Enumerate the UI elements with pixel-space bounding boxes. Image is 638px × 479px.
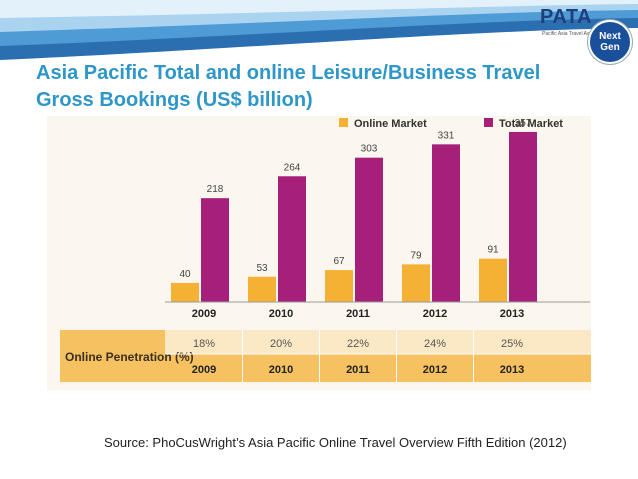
data-label-online-2013: 91 (487, 245, 499, 256)
legend-swatch-1 (484, 118, 493, 127)
pata-logo: PATA Pacific Asia Travel Association Nex… (540, 4, 632, 66)
table-value-2011: 22% (347, 338, 369, 350)
data-label-total-2010: 264 (284, 162, 301, 173)
data-label-total-2012: 331 (438, 130, 455, 141)
bar-online-2010 (248, 276, 276, 302)
table-row-label: Online Penetration (%) (65, 350, 194, 364)
bar-chart: Online Market Total Market 40 218 2009 53 264 2… (60, 118, 591, 382)
legend-swatch-0 (339, 118, 348, 127)
table-year-2009: 2009 (192, 364, 216, 376)
tick-label-2010: 2010 (269, 308, 293, 320)
table-value-2010: 20% (270, 338, 292, 350)
chart-panel: Online Market Total Market 40 218 2009 53 264 2… (47, 116, 591, 390)
bar-online-2012 (402, 264, 430, 302)
table-year-2011: 2011 (346, 364, 370, 376)
tick-label-2011: 2011 (346, 308, 370, 320)
table-year-2013: 2013 (500, 364, 524, 376)
table-value-2009: 18% (193, 338, 215, 350)
bar-total-2011 (355, 157, 383, 302)
legend-label-0: Online Market (354, 118, 427, 130)
bar-total-2013 (509, 131, 537, 302)
tick-label-2012: 2012 (423, 308, 447, 320)
table-value-row (165, 330, 591, 354)
tick-label-2013: 2013 (500, 308, 524, 320)
logo-text: PATA (540, 6, 592, 28)
data-label-online-2011: 67 (333, 256, 345, 267)
table-value-2013: 25% (501, 338, 523, 350)
bar-online-2009 (171, 282, 199, 302)
bar-total-2010 (278, 176, 306, 302)
tick-label-2009: 2009 (192, 308, 216, 320)
table-value-2012: 24% (424, 338, 446, 350)
bar-total-2012 (432, 144, 460, 302)
data-label-online-2012: 79 (410, 250, 422, 261)
slide-title: Asia Pacific Total and online Leisure/Bu… (36, 62, 541, 111)
bar-online-2011 (325, 270, 353, 302)
data-label-total-2011: 303 (361, 144, 378, 155)
header-wave (0, 0, 638, 60)
table-year-2012: 2012 (423, 364, 447, 376)
source-note: Source: PhoCusWright’s Asia Pacific Onli… (104, 435, 567, 450)
data-label-online-2009: 40 (179, 269, 191, 280)
logo-tagline: Pacific Asia Travel Association (542, 31, 610, 37)
data-label-online-2010: 53 (256, 263, 268, 274)
badge-line1: Next (599, 31, 621, 42)
legend-label-1: Total Market (499, 118, 563, 130)
nextgen-badge: Next Gen (588, 20, 632, 64)
table-year-2010: 2010 (269, 364, 293, 376)
bar-total-2009 (201, 198, 229, 302)
data-label-total-2013: 357 (515, 118, 532, 129)
data-label-total-2009: 218 (207, 184, 224, 195)
badge-line2: Gen (600, 42, 620, 53)
bar-online-2013 (479, 258, 507, 302)
